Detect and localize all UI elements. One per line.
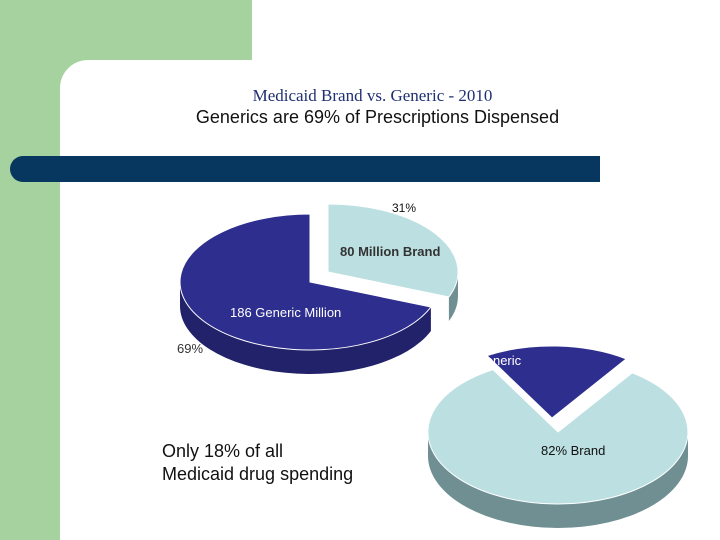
pie1-generic-label: 186 Generic Million <box>230 305 341 320</box>
pie-chart-spending <box>427 345 689 528</box>
pie1-slice-brand-side <box>448 272 458 321</box>
title-bar <box>10 156 600 182</box>
pie2-slice-brand-side <box>428 432 688 528</box>
pie2-slice-generic <box>486 345 628 419</box>
slide-title: Medicaid Brand vs. Generic - 2010 <box>252 86 493 105</box>
pie1-generic-percent-label: 69% <box>177 341 203 356</box>
pie1-slice-generic-side <box>180 282 431 375</box>
spending-note: Only 18% of all Medicaid drug spending <box>162 440 353 486</box>
pie1-brand-label: 80 Million Brand <box>340 244 440 259</box>
pie-chart-prescriptions <box>179 203 459 375</box>
pie2-brand-label: 82% Brand <box>541 443 605 458</box>
slide-subtitle: Generics are 69% of Prescriptions Dispen… <box>195 107 560 127</box>
green-strip <box>0 0 60 540</box>
pie1-slice-brand <box>327 203 459 298</box>
pie2-generic-label: 18% Generic <box>446 353 522 368</box>
pie1-brand-percent-label: 31% <box>392 201 416 215</box>
pie-labels: 31% 80 Million Brand 186 Generic Million 69… <box>177 201 605 458</box>
spending-note-line-1: Only 18% of all <box>162 441 284 461</box>
spending-note-line-2: Medicaid drug spending <box>162 464 354 484</box>
pie1-slice-generic <box>179 213 432 351</box>
pie2-slice-brand <box>427 369 689 505</box>
